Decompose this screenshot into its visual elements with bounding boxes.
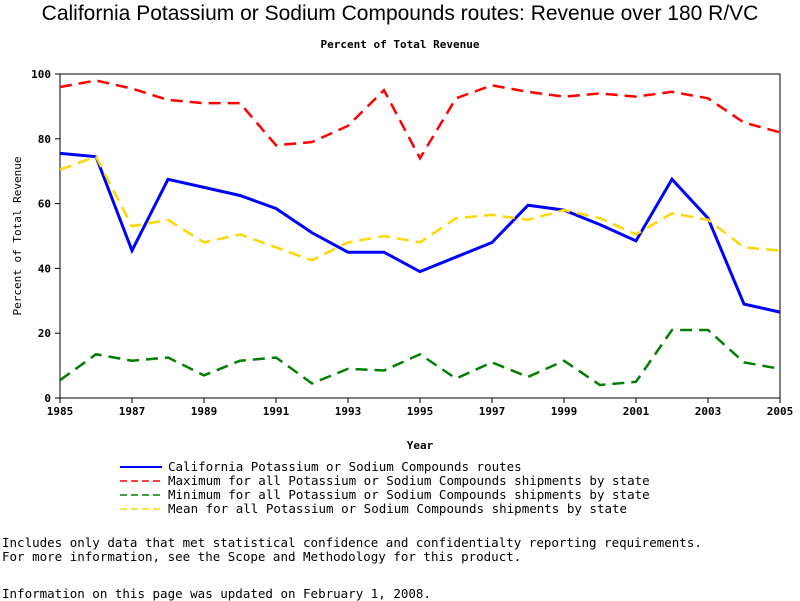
x-tick-label: 1985 xyxy=(47,405,74,418)
legend-swatch xyxy=(120,466,162,468)
legend: California Potassium or Sodium Compounds… xyxy=(118,460,650,516)
series-line-0 xyxy=(59,151,781,314)
x-tick-label: 1997 xyxy=(479,405,506,418)
x-tick-label: 1991 xyxy=(263,405,290,418)
legend-label: Maximum for all Potassium or Sodium Comp… xyxy=(168,473,650,488)
x-tick-label: 2001 xyxy=(623,405,650,418)
y-axis-label: Percent of Total Revenue xyxy=(11,157,24,316)
plot-frame xyxy=(59,73,781,399)
x-tick-label: 1995 xyxy=(407,405,434,418)
plot-border xyxy=(59,73,781,399)
footnote-line-2: For more information, see the Scope and … xyxy=(2,549,522,564)
update-note: Information on this page was updated on … xyxy=(2,586,431,601)
footnotes: Includes only data that met statistical … xyxy=(2,536,702,564)
series-line-2 xyxy=(59,328,781,387)
ticks-layer: 1985 1987 1989 1991 1993 1995 1997 1999 2001 2003… xyxy=(31,68,793,418)
x-tick-label: 1987 xyxy=(119,405,146,418)
legend-item: Minimum for all Potassium or Sodium Comp… xyxy=(118,488,650,502)
y-tick-label: 100 xyxy=(31,68,51,81)
y-tick-label: 80 xyxy=(38,133,51,146)
legend-swatch xyxy=(120,494,162,496)
x-axis-label: Year xyxy=(407,439,434,452)
line-chart: 1985 1987 1989 1991 1993 1995 1997 1999 2001 2003… xyxy=(11,68,793,452)
legend-item: California Potassium or Sodium Compounds… xyxy=(118,460,650,474)
series-line-3 xyxy=(59,155,781,262)
x-tick-label: 1993 xyxy=(335,405,362,418)
legend-label: Mean for all Potassium or Sodium Compoun… xyxy=(168,501,628,516)
legend-item: Mean for all Potassium or Sodium Compoun… xyxy=(118,502,650,516)
x-tick-label: 2005 xyxy=(767,405,794,418)
legend-swatch xyxy=(120,480,162,482)
y-tick-label: 60 xyxy=(38,198,51,211)
chart-subtitle: Percent of Total Revenue xyxy=(320,38,480,51)
x-tick-label: 2003 xyxy=(695,405,722,418)
legend-item: Maximum for all Potassium or Sodium Comp… xyxy=(118,474,650,488)
legend-label: California Potassium or Sodium Compounds… xyxy=(168,459,522,474)
footnote-line-1: Includes only data that met statistical … xyxy=(2,535,702,550)
x-tick-label: 1989 xyxy=(191,405,218,418)
y-tick-label: 0 xyxy=(44,392,51,405)
x-tick-label: 1999 xyxy=(551,405,578,418)
series-line-1 xyxy=(59,79,781,161)
series-layer xyxy=(59,79,781,387)
y-tick-label: 40 xyxy=(38,262,51,275)
legend-label: Minimum for all Potassium or Sodium Comp… xyxy=(168,487,650,502)
legend-swatch xyxy=(120,508,162,510)
y-tick-label: 20 xyxy=(38,327,51,340)
chart-title: California Potassium or Sodium Compounds… xyxy=(41,2,759,25)
